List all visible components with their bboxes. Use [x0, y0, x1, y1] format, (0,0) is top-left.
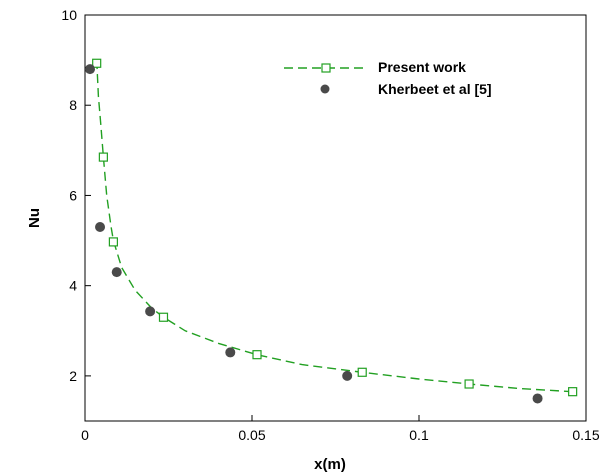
x-tick-label: 0: [81, 427, 89, 443]
present-work-point: [98, 152, 108, 162]
present-work-point: [464, 379, 474, 389]
present-work-series-line: [96, 60, 573, 393]
plot-frame: [84, 14, 587, 422]
legend-kherbeet-marker: [320, 84, 330, 94]
y-axis-ticks: 2 4 6 8 10: [61, 7, 91, 384]
present-work-point: [108, 237, 118, 247]
x-axis-ticks: 0 0.05 0.1 0.15: [81, 415, 600, 443]
kherbeet-point: [225, 347, 236, 358]
present-work-point: [92, 58, 102, 68]
y-tick-label: 8: [69, 97, 77, 113]
legend-kherbeet-label: Kherbeet et al [5]: [378, 81, 492, 97]
present-work-point: [252, 350, 262, 360]
y-tick-label: 10: [61, 7, 77, 23]
y-tick-label: 4: [69, 278, 77, 294]
kherbeet-point: [85, 64, 96, 75]
legend: Present work Kherbeet et al [5]: [284, 59, 492, 97]
kherbeet-point: [145, 306, 156, 317]
y-tick-label: 6: [69, 187, 77, 203]
x-tick-label: 0.05: [238, 427, 265, 443]
x-tick-label: 0.15: [572, 427, 599, 443]
x-axis-label: x(m): [314, 456, 346, 473]
kherbeet-point: [111, 267, 122, 278]
present-work-point: [158, 312, 169, 322]
kherbeet-markers: [85, 64, 543, 404]
x-tick-label: 0.1: [409, 427, 429, 443]
kherbeet-point: [532, 393, 543, 404]
y-axis-label: Nu: [26, 208, 43, 228]
legend-present-label: Present work: [378, 59, 466, 75]
legend-present-marker: [321, 63, 331, 73]
kherbeet-point: [342, 370, 353, 381]
present-work-point: [568, 387, 578, 397]
kherbeet-point: [95, 222, 106, 233]
present-work-markers: [92, 58, 578, 397]
y-tick-label: 2: [69, 368, 77, 384]
present-work-point: [357, 367, 367, 377]
